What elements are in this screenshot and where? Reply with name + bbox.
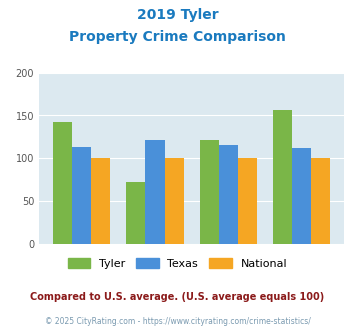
Bar	[72, 147, 91, 244]
Bar	[53, 121, 72, 244]
Bar	[146, 140, 164, 244]
Bar	[273, 110, 292, 244]
Bar	[200, 140, 219, 244]
Bar	[91, 158, 110, 244]
Bar	[219, 145, 238, 244]
Bar	[238, 158, 257, 244]
Text: 2019 Tyler: 2019 Tyler	[137, 8, 218, 22]
Bar	[164, 158, 184, 244]
Text: © 2025 CityRating.com - https://www.cityrating.com/crime-statistics/: © 2025 CityRating.com - https://www.city…	[45, 317, 310, 326]
Bar	[292, 148, 311, 244]
Bar	[126, 182, 146, 244]
Text: Property Crime Comparison: Property Crime Comparison	[69, 30, 286, 44]
Bar	[311, 158, 331, 244]
Text: Compared to U.S. average. (U.S. average equals 100): Compared to U.S. average. (U.S. average …	[31, 292, 324, 302]
Legend: Tyler, Texas, National: Tyler, Texas, National	[64, 253, 291, 273]
